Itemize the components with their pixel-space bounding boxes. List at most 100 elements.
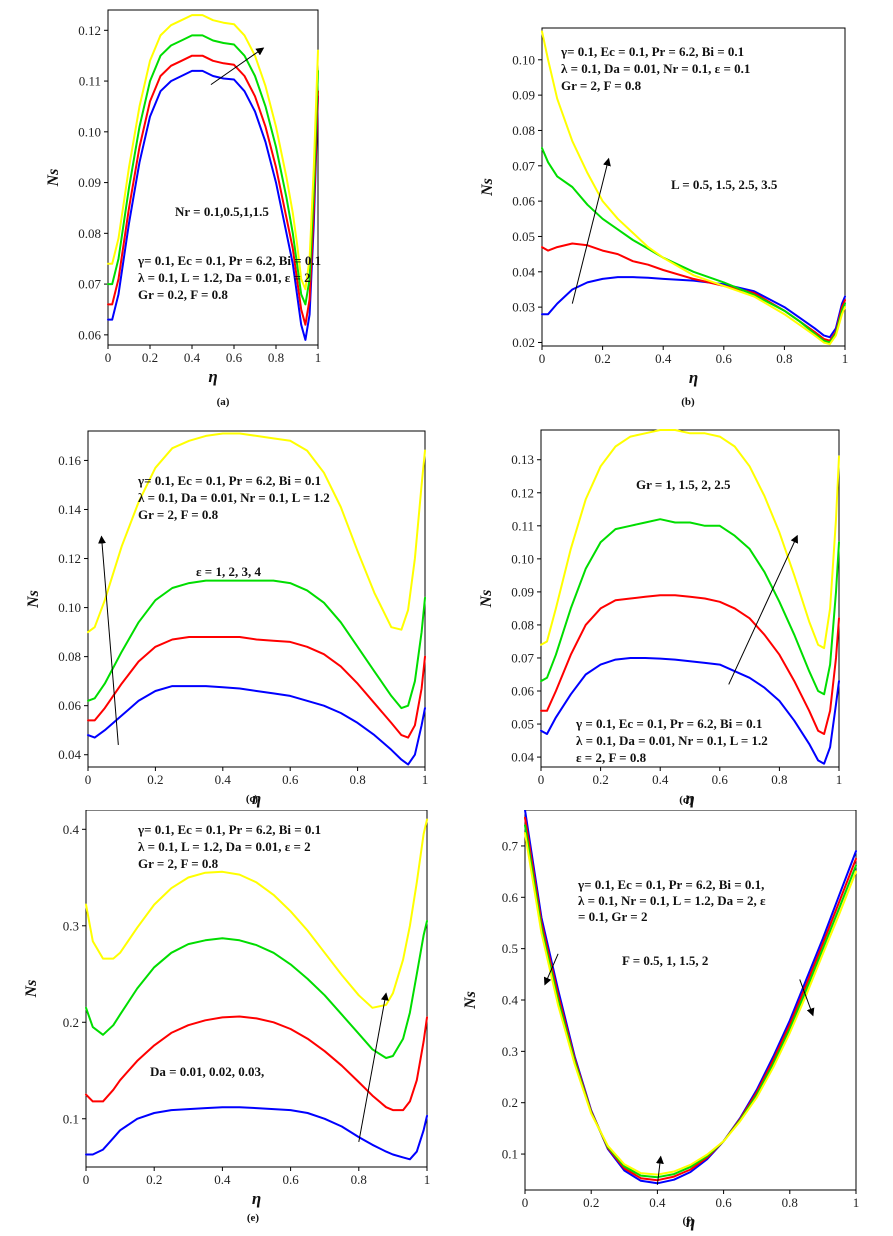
y-tick-label: 0.2 (502, 1095, 518, 1110)
x-axis-label: η (208, 367, 217, 386)
y-axis-label: Ns (25, 590, 42, 609)
y-tick-label: 0.14 (58, 502, 81, 517)
annotation-text: λ = 0.1, Da = 0.01, Nr = 0.1, ε = 0.1 (561, 61, 750, 76)
plot-frame (524, 809, 857, 1191)
x-tick-label: 0.8 (351, 1172, 367, 1187)
y-axis-label: Ns (23, 980, 40, 999)
x-tick-label: 0 (83, 1172, 90, 1187)
chart-f: 0 0.2 0.4 0.6 0.8 1 0.1 0.2 0.3 0.4 0.5 0.6 0.7 η Ns γ=… (462, 809, 859, 1231)
x-tick-label: 0 (85, 772, 92, 787)
series-line-3 (540, 518, 840, 696)
panel-f: 0 0.2 0.4 0.6 0.8 1 0.1 0.2 0.3 0.4 0.5 0.6 0.7 η Ns γ=… (446, 809, 893, 1231)
x-tick-label: 0.2 (146, 1172, 162, 1187)
trend-arrow (728, 534, 798, 685)
y-tick-label: 0.3 (63, 918, 79, 933)
y-tick-label: 0.02 (512, 335, 535, 350)
series-line-3 (85, 920, 428, 1059)
chart-d: 0 0.2 0.4 0.6 0.8 1 0.04 0.05 0.06 0.07 0.08 0.09 0.… (478, 429, 842, 808)
y-tick-label: 0.09 (511, 584, 534, 599)
annotation-text: γ= 0.1, Ec = 0.1, Pr = 6.2, Bi = 0.1 (560, 44, 744, 59)
x-tick-label: 0.6 (715, 1195, 732, 1210)
x-tick-label: 0.2 (142, 350, 158, 365)
y-tick-label: 0.11 (79, 74, 101, 89)
annotation-text: λ = 0.1, L = 1.2, Da = 0.01, ε = 2 (138, 270, 311, 285)
y-tick-label: 0.10 (511, 551, 534, 566)
x-axis-label: η (252, 1189, 261, 1208)
x-tick-label: 0.6 (282, 772, 299, 787)
x-tick-label: 0.2 (147, 772, 163, 787)
y-tick-label: 0.09 (512, 88, 535, 103)
x-tick-label: 0.8 (349, 772, 365, 787)
y-tick-label: 0.10 (512, 52, 535, 67)
y-tick-label: 0.04 (511, 750, 534, 765)
plot-frame (85, 809, 428, 1168)
y-tick-label: 0.4 (502, 993, 519, 1008)
y-tick-label: 0.03 (512, 300, 535, 315)
y-tick-label: 0.13 (511, 452, 534, 467)
series-line-2 (85, 1015, 428, 1112)
y-tick-label: 0.07 (512, 158, 535, 173)
series-line-2 (87, 636, 426, 739)
trend-arrow (358, 992, 389, 1143)
series-line-1 (541, 276, 846, 339)
y-tick-label: 0.10 (78, 124, 101, 139)
x-tick-label: 0.8 (782, 1195, 798, 1210)
y-tick-label: 0.06 (78, 327, 101, 342)
x-tick-label: 0.4 (184, 350, 201, 365)
x-axis-label: η (686, 1212, 695, 1231)
y-tick-label: 0.05 (511, 717, 534, 732)
x-axis-label: η (689, 368, 698, 387)
y-tick-label: 0.12 (58, 551, 81, 566)
y-tick-label: 0.12 (78, 23, 101, 38)
panel-d: 0 0.2 0.4 0.6 0.8 1 0.04 0.05 0.06 0.07 0.08 0.09 0.… (446, 410, 893, 810)
trend-arrow (571, 157, 611, 304)
panel-caption: (c) (246, 793, 259, 805)
annotation-text: γ= 0.1, Ec = 0.1, Pr = 6.2, Bi = 0.1 (137, 473, 321, 488)
annotation-text: γ = 0.1, Ec = 0.1, Pr = 6.2, Bi = 0.1 (575, 716, 762, 731)
series-line-4 (541, 30, 846, 346)
annotation-text: Gr = 2, F = 0.8 (561, 78, 642, 93)
trend-arrow (543, 953, 559, 986)
annotation-text: F = 0.5, 1, 1.5, 2 (622, 953, 708, 968)
annotation-text: γ= 0.1, Ec = 0.1, Pr = 6.2, Bi = 0.1 (137, 253, 321, 268)
x-tick-label: 0.6 (282, 1172, 299, 1187)
series-line-1 (85, 1106, 428, 1161)
series-line-2 (107, 54, 319, 326)
annotation-text: γ= 0.1, Ec = 0.1, Pr = 6.2, Bi = 0.1, (577, 877, 764, 892)
annotation-text: Da = 0.01, 0.02, 0.03, (150, 1064, 264, 1079)
x-tick-label: 0 (539, 351, 546, 366)
x-tick-label: 0.2 (594, 351, 610, 366)
x-tick-label: 0.4 (655, 351, 672, 366)
x-axis-label: η (252, 789, 261, 808)
x-tick-label: 0 (105, 350, 112, 365)
x-axis-label: η (685, 789, 694, 808)
y-tick-label: 0.04 (512, 264, 535, 279)
x-tick-label: 0.6 (226, 350, 243, 365)
x-tick-label: 0.8 (268, 350, 284, 365)
plot-frame (107, 9, 319, 346)
x-tick-label: 1 (842, 351, 849, 366)
plot-frame (541, 27, 846, 347)
annotation-text: Gr = 2, F = 0.8 (138, 507, 219, 522)
series-line-2 (540, 594, 840, 735)
x-tick-label: 0.2 (583, 1195, 599, 1210)
annotation-text: Gr = 0.2, F = 0.8 (138, 287, 228, 302)
trend-arrow (98, 535, 119, 745)
annotation-text: = 0.1, Gr = 2 (578, 909, 647, 924)
plot-frame (540, 429, 840, 768)
series-line-4 (524, 832, 857, 1176)
x-tick-label: 0.6 (716, 351, 733, 366)
panel-a: 0 0.2 0.4 0.6 0.8 1 0.06 0.07 0.08 0.09 0.10 0.11 0.… (0, 0, 446, 410)
y-tick-label: 0.07 (511, 650, 534, 665)
panel-caption: (f) (683, 1215, 694, 1227)
series-line-4 (540, 429, 840, 650)
y-tick-label: 0.05 (512, 229, 535, 244)
y-tick-label: 0.6 (502, 890, 519, 905)
y-tick-label: 0.08 (511, 617, 534, 632)
x-tick-label: 0.4 (215, 772, 232, 787)
y-axis-label: Ns (462, 991, 479, 1010)
panel-b: 0 0.2 0.4 0.6 0.8 1 0.02 0.03 0.04 0.05 0.06 0.07 0.… (446, 0, 893, 410)
series-line-2 (541, 242, 846, 342)
annotation-text: ε = 2, F = 0.8 (576, 750, 647, 765)
y-tick-label: 0.08 (58, 649, 81, 664)
